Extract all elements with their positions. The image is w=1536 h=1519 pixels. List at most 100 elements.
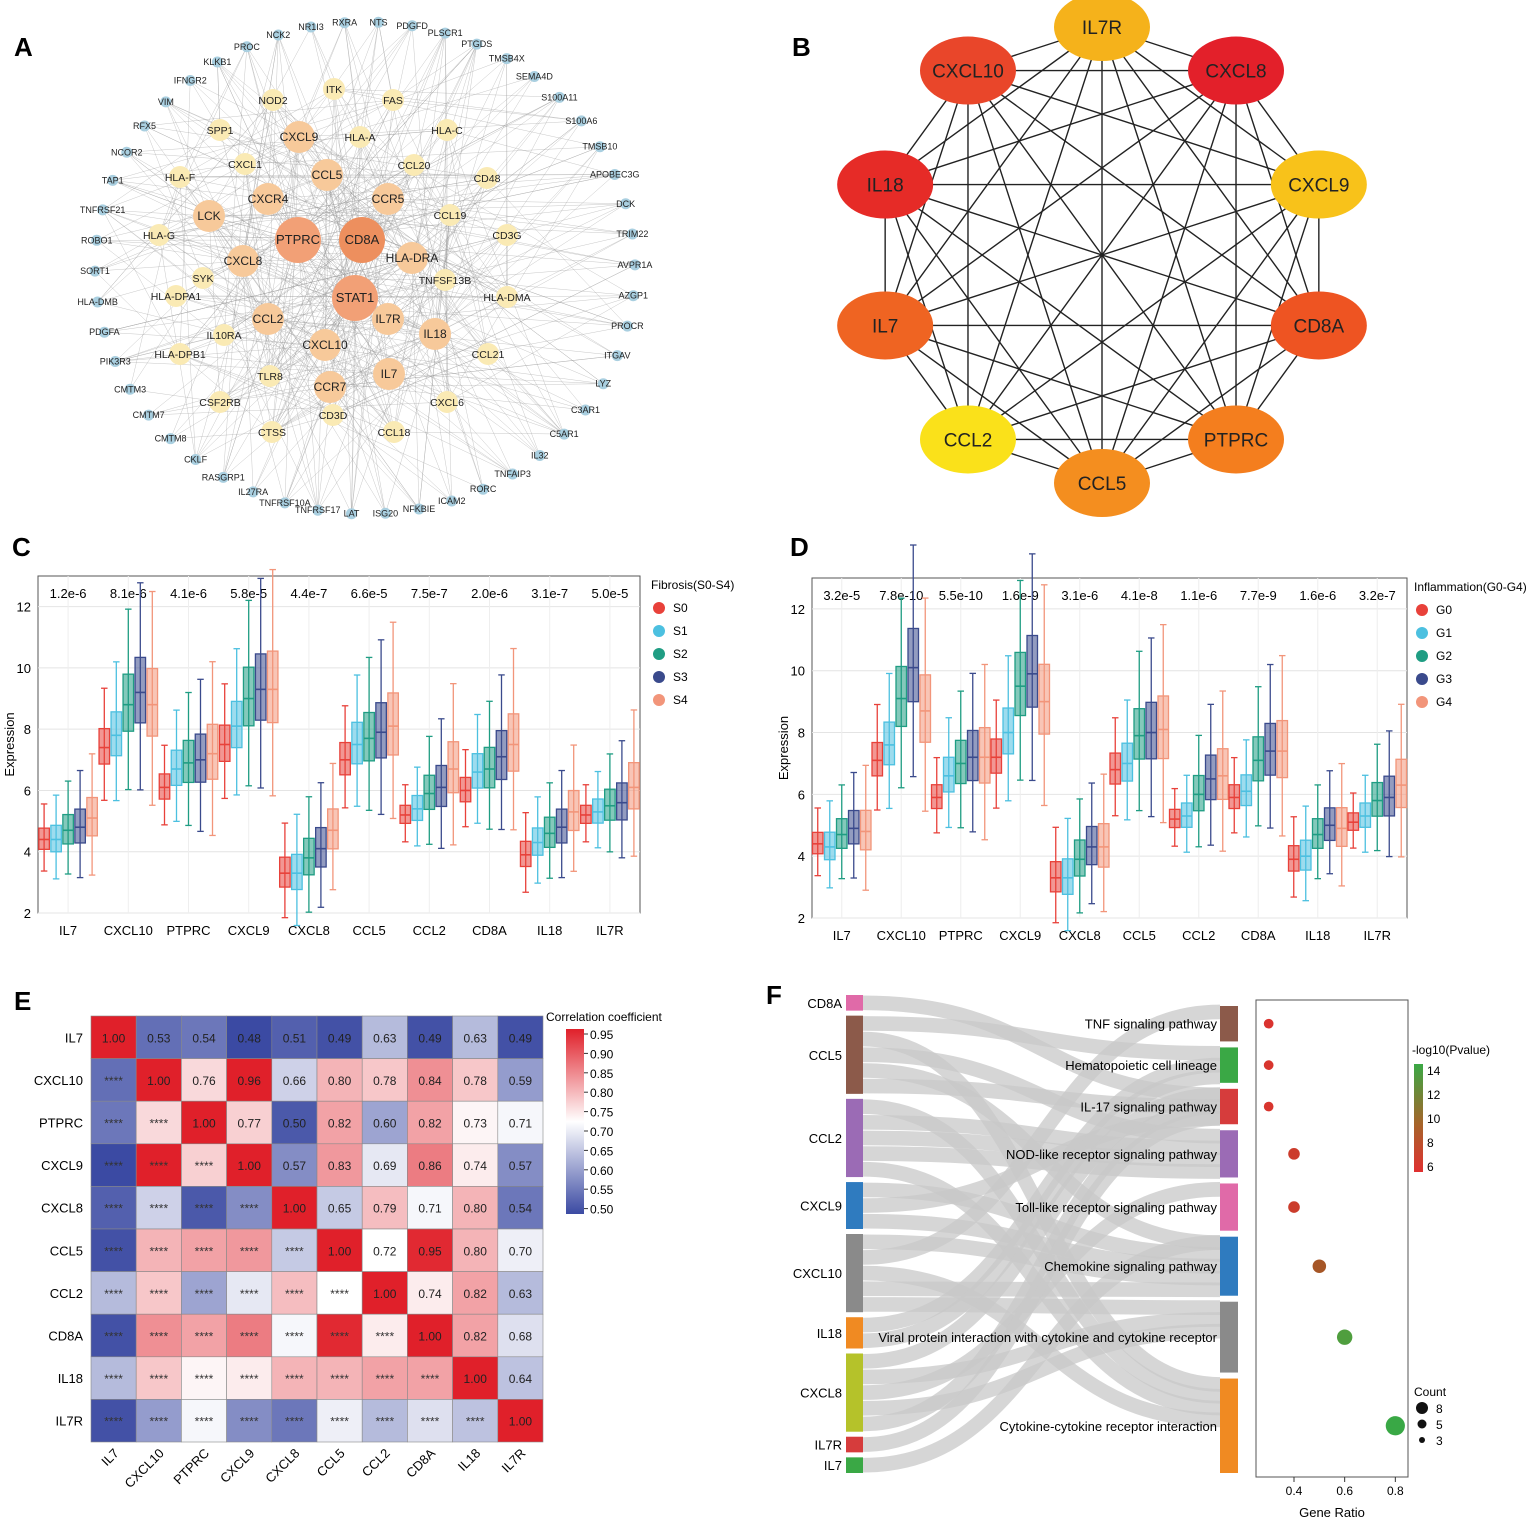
heatmap-significance: **** [285,1372,304,1386]
x-tick-label: IL18 [1305,928,1330,943]
heatmap-value: 0.49 [509,1031,533,1045]
hub-node-label: CD8A [1293,316,1344,337]
heatmap-significance: **** [149,1244,168,1258]
p-value-label: 5.0e-5 [591,586,628,601]
heatmap-cell [361,1356,408,1400]
heatmap-value: 1.00 [283,1202,307,1216]
heatmap-col-label: IL7 [98,1446,121,1469]
box-body [363,711,376,762]
network-edge [223,46,248,336]
heatmap-significance: **** [149,1159,168,1173]
heatmap-value: 0.96 [238,1074,262,1088]
network-edge [148,318,269,416]
hub-gene-network-panel: IL7R CXCL8 CXCL9 CD8A PTPRC CCL5 CCL2 IL7 IL18 CX… [837,0,1367,517]
network-edge [324,344,395,433]
dotplot-point [1263,1060,1274,1070]
network-node-label: C3AR1 [571,405,600,415]
heatmap-value: 0.50 [283,1117,307,1131]
heatmap-row-label: CXCL8 [41,1201,83,1216]
legend-swatch [653,625,665,637]
heatmap-value: 0.86 [418,1159,442,1173]
y-axis-label: Expression [2,712,17,776]
box-body [847,809,860,845]
heatmap-cell [271,1100,318,1145]
heatmap-cell [497,1143,544,1187]
x-tick-label: IL7 [59,923,77,938]
heatmap-row-label: CXCL9 [41,1158,83,1173]
network-edge [195,386,331,460]
y-tick-label: 6 [798,787,805,802]
heatmap-value: 0.78 [464,1074,488,1088]
hub-node [1054,0,1150,61]
network-node [436,119,458,141]
panel-label-d: D [790,532,809,562]
network-node [629,259,641,271]
network-edge [297,239,319,511]
hub-edge [884,324,1237,441]
heatmap-significance: **** [240,1202,259,1216]
sankey-gene-node [846,1015,863,1094]
x-tick-label: IL7R [596,923,623,938]
heatmap-value: 1.00 [464,1372,488,1386]
network-edge [130,389,221,403]
box-body [1133,708,1146,760]
network-edge [175,295,586,411]
network-node [626,228,638,240]
network-node-label: NCOR2 [111,147,143,157]
sankey-flows [862,995,1221,1473]
network-node [169,343,191,365]
heatmap-value: 1.00 [418,1330,442,1344]
network-node-label: TNFSF13B [419,275,472,287]
network-edge [179,176,420,510]
network-edge [115,334,225,362]
network-edge [449,76,535,216]
heatmap-cell [452,1399,499,1443]
network-node [609,169,621,181]
network-edge [449,214,540,456]
network-edge [217,61,299,241]
network-node-label: ITGAV [604,351,630,361]
network-edge [392,43,477,101]
network-node-label: NTS [369,17,387,27]
x-tick-label: CD8A [1241,928,1276,943]
heatmap-cell [226,1186,273,1230]
panel-label-b: B [792,32,811,62]
box-body [1061,858,1074,895]
network-node-label: C5AR1 [550,429,579,439]
sankey-flow [862,1004,1221,1265]
dotplot-point [1288,1201,1300,1213]
box-body [1299,839,1312,871]
network-node [272,29,284,41]
network-node-label: HLA-DMB [77,297,118,307]
box-body [519,840,532,868]
heatmap-significance: **** [240,1372,259,1386]
box-body [1371,781,1384,817]
heatmap-row-label: IL7R [56,1414,83,1429]
network-node [283,121,315,153]
heatmap-significance: **** [104,1117,123,1131]
box-body [302,837,315,876]
box-body [242,666,255,727]
network-node-label: IL7R [375,312,401,326]
p-value-label: 2.0e-6 [471,586,508,601]
network-node [169,166,191,188]
network-node [98,326,110,338]
network-node [496,224,518,246]
hub-edge [884,324,1103,484]
heatmap-value: 1.00 [102,1031,126,1045]
y-tick-label: 10 [17,661,31,676]
network-node [165,285,187,307]
network-node-label: CXCL10 [302,338,348,352]
network-edge [449,214,489,355]
network-node-label: ROBO1 [81,235,113,245]
p-value-label: 3.2e-7 [1359,588,1396,603]
heatmap-cell [90,1015,137,1059]
network-node-label: PDGFD [396,21,428,31]
network-edge [411,257,420,510]
network-edge [411,257,452,502]
network-node [209,119,231,141]
network-edge [446,129,615,175]
sankey-gene-node [846,1317,863,1349]
box-body [930,784,943,810]
